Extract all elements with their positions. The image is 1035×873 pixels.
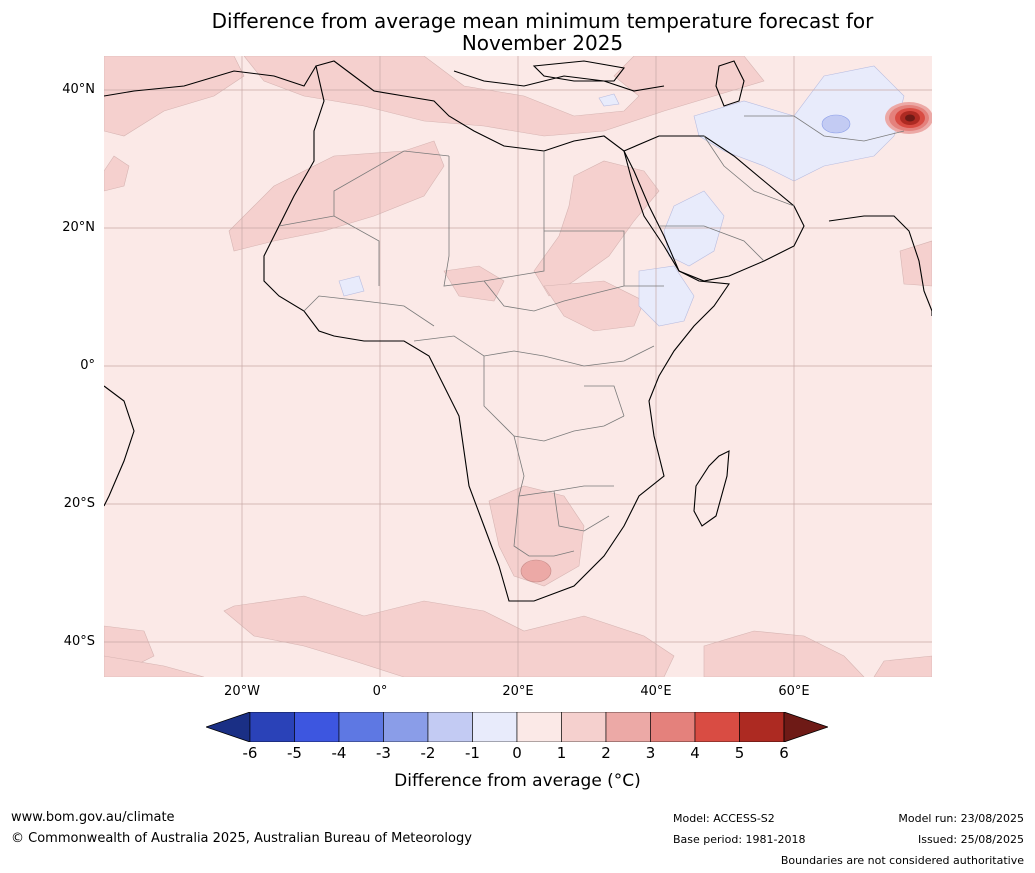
lat-label-20n: 20°N [62,220,95,235]
anomaly-neg2-neg1-patch [821,114,851,134]
lat-label-0: 0° [80,358,95,373]
anomaly-neg1-0-regions [338,65,905,327]
map-svg [104,56,932,677]
footer-website[interactable]: www.bom.gov.au/climate [11,810,175,825]
colorbar-tick-label: -3 [376,744,391,762]
footer-copyright: © Commonwealth of Australia 2025, Austra… [11,831,472,846]
colorbar-tick-label: 6 [779,744,789,762]
colorbar [206,712,828,742]
colorbar-segment [472,712,518,742]
lon-label-20w: 20°W [224,684,260,699]
lon-label-20e: 20°E [502,684,534,699]
colorbar-tick-label: 1 [556,744,567,762]
colorbar-tick-label: 2 [601,744,611,762]
footer-base-period: Base period: 1981-2018 [673,833,806,846]
title-line-1: Difference from average mean minimum tem… [211,9,874,33]
colorbar-tick-label: -5 [287,744,302,762]
gridlines [104,56,932,677]
colorbar-tick-label: -1 [465,744,480,762]
colorbar-segment [294,712,340,742]
colorbar-segment [650,712,696,742]
colorbar-segments [206,712,828,742]
footer-model: Model: ACCESS-S2 [673,812,775,825]
colorbar-tick-label: 5 [734,744,745,762]
title-line-2: November 2025 [461,31,624,55]
colorbar-caption: Difference from average (°C) [394,771,641,791]
colorbar-tick-label: -6 [242,744,258,762]
footer-disclaimer: Boundaries are not considered authoritat… [780,854,1024,867]
colorbar-tick-label: 0 [512,744,522,762]
lon-label-0: 0° [372,684,388,699]
colorbar-arrow-high [783,712,828,742]
anomaly-2-3-south-africa [520,559,552,583]
lat-label-40s: 40°S [63,634,95,649]
lat-label-40n: 40°N [62,82,95,97]
chart-title: Difference from average mean minimum tem… [0,10,1035,54]
colorbar-tick-label: 4 [690,744,700,762]
colorbar-segment [561,712,607,742]
colorbar-segment [694,712,740,742]
anomaly-1-2-regions [104,56,932,677]
footer-model-run: Model run: 23/08/2025 [898,812,1024,825]
colorbar-tick-label: 3 [645,744,656,762]
national-boundaries [278,115,905,557]
colorbar-segment [427,712,473,742]
footer-issued: Issued: 25/08/2025 [917,833,1024,846]
colorbar-segment [249,712,295,742]
lon-label-60e: 60°E [778,684,810,699]
colorbar-segment [516,712,562,742]
colorbar-segment [739,712,785,742]
forecast-map [104,56,932,677]
colorbar-arrow-low [206,712,251,742]
hotspot-pamir [885,102,932,134]
coastlines [104,60,932,602]
lat-label-20s: 20°S [63,496,95,511]
lon-label-40e: 40°E [640,684,672,699]
colorbar-segment [383,712,429,742]
colorbar-segment [605,712,651,742]
colorbar-tick-label: -4 [331,744,347,762]
colorbar-segment [338,712,384,742]
colorbar-tick-label: -2 [420,744,436,762]
